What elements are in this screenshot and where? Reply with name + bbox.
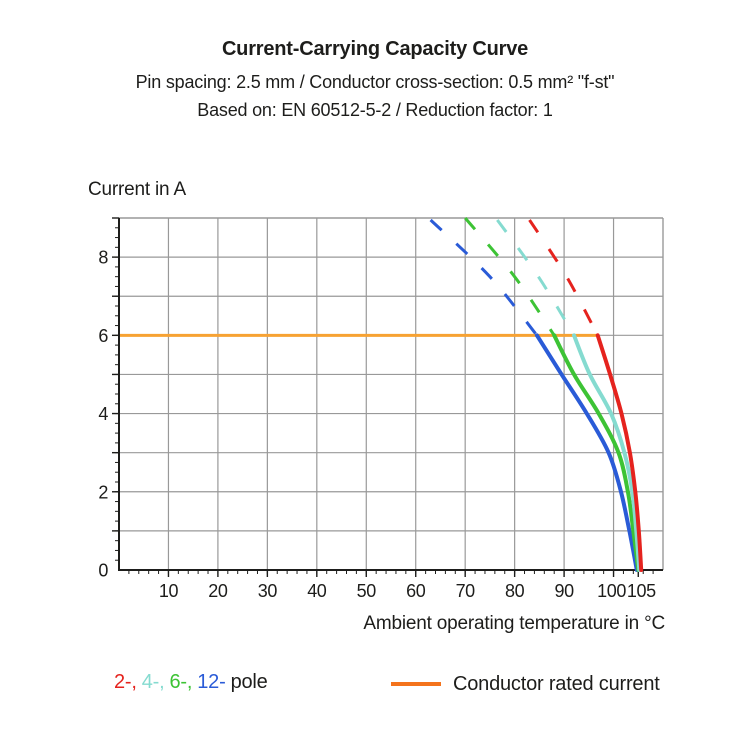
y-tick-label: 0 (98, 561, 108, 581)
x-axis-title: Ambient operating temperature in °C (363, 613, 665, 634)
y-tick-label: 4 (98, 404, 108, 424)
pole-legend-part: 12- (197, 671, 226, 693)
y-tick-label: 2 (98, 482, 108, 502)
x-tick-label: 60 (406, 581, 426, 601)
chart-subtitle-standard: Based on: EN 60512-5-2 / Reduction facto… (197, 100, 553, 120)
x-tick-label: 30 (258, 581, 278, 601)
y-axis-title: Current in A (88, 179, 186, 200)
x-tick-label: 50 (357, 581, 377, 601)
curve-solid-2-pole (595, 333, 644, 572)
curve-dashed-6-pole (464, 217, 556, 337)
x-tick-label: 80 (505, 581, 525, 601)
rated-current-legend: Conductor rated current (391, 671, 660, 697)
chart-subtitle-specs: Pin spacing: 2.5 mm / Conductor cross-se… (135, 72, 615, 92)
chart-header: Current-Carrying Capacity Curve Pin spac… (0, 38, 750, 124)
rated-current-legend-label: Conductor rated current (453, 672, 660, 695)
x-tick-label: 105 (627, 581, 656, 601)
curve-solid-4-pole (572, 333, 642, 572)
pole-legend-part: pole (230, 671, 268, 693)
curve-solid-6-pole (552, 333, 641, 572)
pole-legend: 2-, 4-, 6-, 12- pole (114, 671, 273, 694)
pole-legend-part: 2-, (114, 671, 137, 693)
x-tick-label: 70 (456, 581, 476, 601)
x-tick-label: 100 (597, 581, 626, 601)
pole-legend-part: 6-, (169, 671, 193, 693)
x-tick-label: 90 (554, 581, 574, 601)
x-tick-label: 10 (159, 581, 179, 601)
chart-title: Current-Carrying Capacity Curve (221, 38, 529, 60)
x-tick-label: 40 (307, 581, 327, 601)
pole-legend-part: 4-, (141, 671, 165, 693)
curve-dashed-4-pole (496, 219, 576, 337)
curve-dashed-2-pole (528, 219, 600, 337)
y-tick-label: 6 (98, 326, 108, 346)
x-tick-label: 20 (208, 581, 228, 601)
y-tick-label: 8 (98, 248, 108, 268)
curve-dashed-12-pole (429, 218, 539, 337)
curve-solid-12-pole (534, 333, 639, 572)
rated-current-swatch (391, 682, 441, 686)
